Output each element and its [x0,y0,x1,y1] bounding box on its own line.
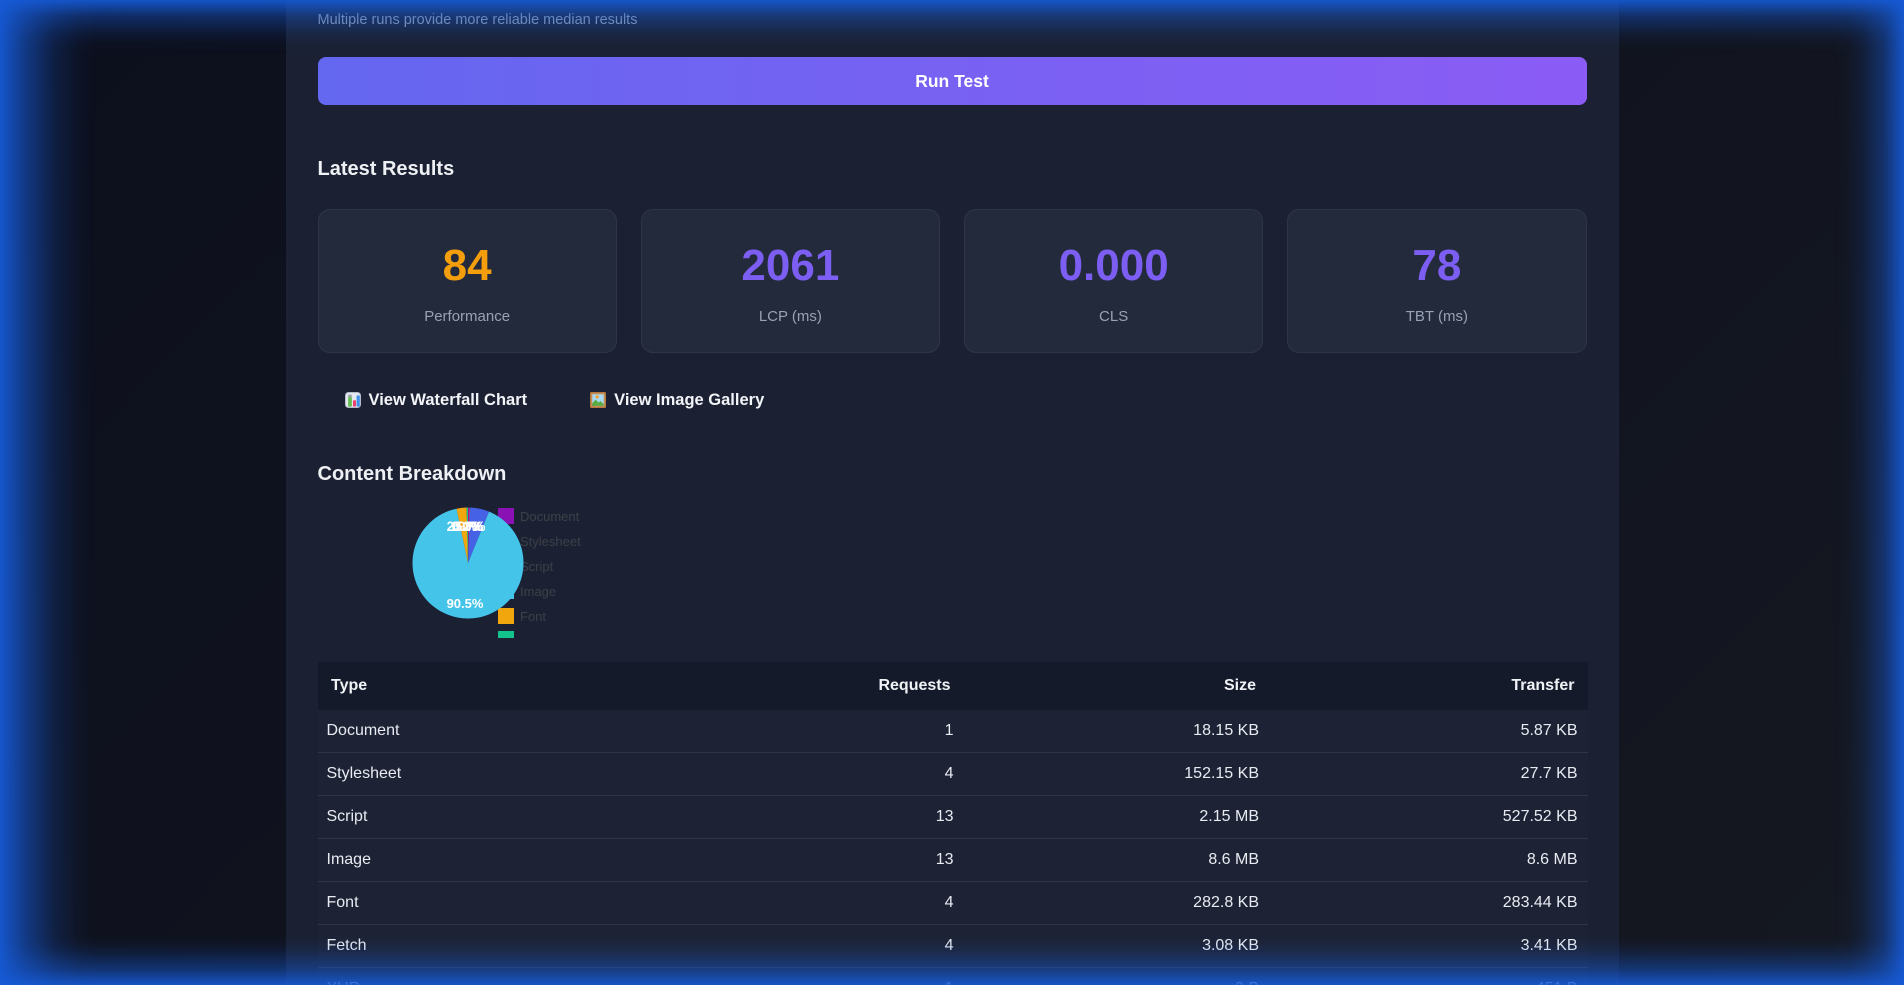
svg-text:90.5%: 90.5% [446,596,483,611]
svg-text:Document: Document [520,509,580,524]
svg-text:Stylesheet: Stylesheet [520,534,581,549]
svg-text:Script: Script [520,559,554,574]
svg-text:0.1%: 0.1% [451,519,482,534]
svg-text:Font: Font [520,609,546,624]
svg-text:Image: Image [520,584,556,599]
